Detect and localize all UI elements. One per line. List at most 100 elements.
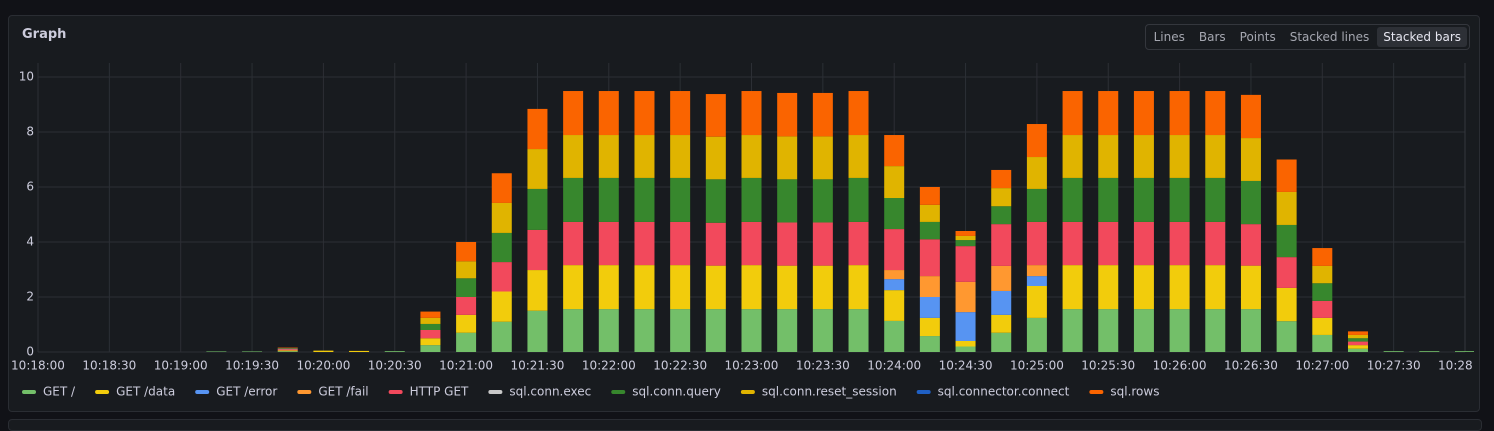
bar-segment [420, 317, 441, 324]
bar-segment [1240, 138, 1261, 181]
bar-segment [1455, 351, 1474, 352]
bar-segment [456, 278, 477, 297]
bar-segment [527, 270, 548, 311]
x-tick-label: 10:18:00 [11, 359, 65, 373]
bar-segment [848, 91, 869, 136]
x-tick-label: 10:22:00 [582, 359, 636, 373]
bar-segment [1205, 265, 1226, 310]
bar-segment [527, 229, 548, 271]
view-button[interactable]: Stacked lines [1289, 30, 1370, 44]
y-tick-label: 4 [26, 235, 34, 249]
bar-segment [705, 222, 726, 266]
x-tick-label: 10:20:00 [296, 359, 350, 373]
legend-swatch [297, 390, 312, 394]
bar-segment [1240, 180, 1261, 225]
bar-segment [1347, 334, 1368, 339]
bar-segment [1026, 124, 1047, 158]
bar-segment [777, 92, 798, 137]
y-tick-label: 2 [26, 290, 34, 304]
bar-segment [527, 310, 548, 352]
x-tick-label: 10:21:00 [439, 359, 493, 373]
bar-segment [313, 350, 334, 352]
bar-segment [420, 311, 441, 318]
legend-label: sql.conn.exec [509, 385, 591, 399]
bar-segment [634, 135, 655, 178]
y-tick-label: 6 [26, 180, 34, 194]
bar-segment [919, 297, 940, 318]
bar-segment [598, 135, 619, 178]
bar-segment [991, 206, 1012, 225]
bar-segment [1347, 331, 1368, 335]
bar-segment [563, 309, 584, 352]
bar-segment [848, 177, 869, 222]
bar-segment [634, 91, 655, 136]
view-button[interactable]: Lines [1153, 30, 1185, 44]
bar-segment [1062, 135, 1083, 178]
legend-label: sql.conn.query [632, 385, 721, 399]
bar-segment [1205, 221, 1226, 266]
bar-segment [670, 135, 691, 178]
panel-title: Graph [22, 27, 67, 42]
bar-segment [670, 221, 691, 266]
bar-segment [848, 221, 869, 266]
x-tick-label: 10:18:30 [82, 359, 136, 373]
bar-segment [634, 265, 655, 310]
bar-segment [1383, 351, 1404, 352]
bar-segment [955, 341, 976, 347]
bar-segment [991, 290, 1012, 315]
x-tick-label: 10:26:00 [1153, 359, 1207, 373]
x-tick-label: 10:28:00 [1438, 359, 1492, 373]
bar-segment [277, 348, 298, 350]
bar-segment [384, 351, 405, 352]
bar-segment [1026, 317, 1047, 352]
view-button[interactable]: Bars [1198, 30, 1226, 44]
bar-segment [1240, 309, 1261, 352]
x-tick-label: 10:27:30 [1367, 359, 1421, 373]
x-tick-label: 10:23:30 [796, 359, 850, 373]
bar-segment [491, 321, 512, 352]
view-button[interactable]: Stacked bars [1377, 27, 1467, 47]
bar-segment [1026, 286, 1047, 318]
bar-segment [598, 309, 619, 352]
bar-segment [277, 347, 298, 349]
bar-segment [991, 332, 1012, 352]
x-tick-label: 10:21:30 [510, 359, 564, 373]
bar-segment [741, 177, 762, 222]
bar-segment [1169, 135, 1190, 178]
bar-segment [277, 348, 298, 349]
bar-segment [670, 309, 691, 352]
bar-segment [1312, 317, 1333, 335]
bar-segment [777, 309, 798, 352]
view-button[interactable]: Points [1239, 30, 1276, 44]
bar-segment [420, 345, 441, 352]
x-tick-label: 10:22:30 [653, 359, 707, 373]
bar-segment [563, 221, 584, 266]
bar-segment [1240, 224, 1261, 266]
bar-segment [1276, 287, 1297, 322]
bar-segment [456, 242, 477, 262]
bar-segment [563, 135, 584, 178]
bar-segment [670, 265, 691, 310]
bar-segment [1098, 265, 1119, 310]
legend-label: HTTP GET [410, 385, 469, 399]
bar-segment [1133, 309, 1154, 352]
bar-segment [1205, 135, 1226, 178]
bar-segment [1133, 91, 1154, 136]
bar-segment [277, 351, 298, 352]
bar-segment [456, 297, 477, 315]
bar-segment [491, 232, 512, 263]
bar-segment [919, 187, 940, 205]
bar-segment [848, 265, 869, 310]
bar-segment [919, 317, 940, 337]
chart-area: 0 2 4 6 8 10 10:18:00 10:18:30 10:19:00 10:19:30 1… [11, 63, 1492, 399]
bar-segment [563, 265, 584, 310]
bar-segment [491, 291, 512, 322]
bar-segment [1312, 300, 1333, 318]
bar-segment [991, 224, 1012, 266]
legend-label: GET /fail [318, 385, 368, 399]
bar-segment [1312, 248, 1333, 266]
bar-segment [277, 350, 298, 352]
bar-segment [491, 202, 512, 233]
bar-segment [1347, 345, 1368, 349]
